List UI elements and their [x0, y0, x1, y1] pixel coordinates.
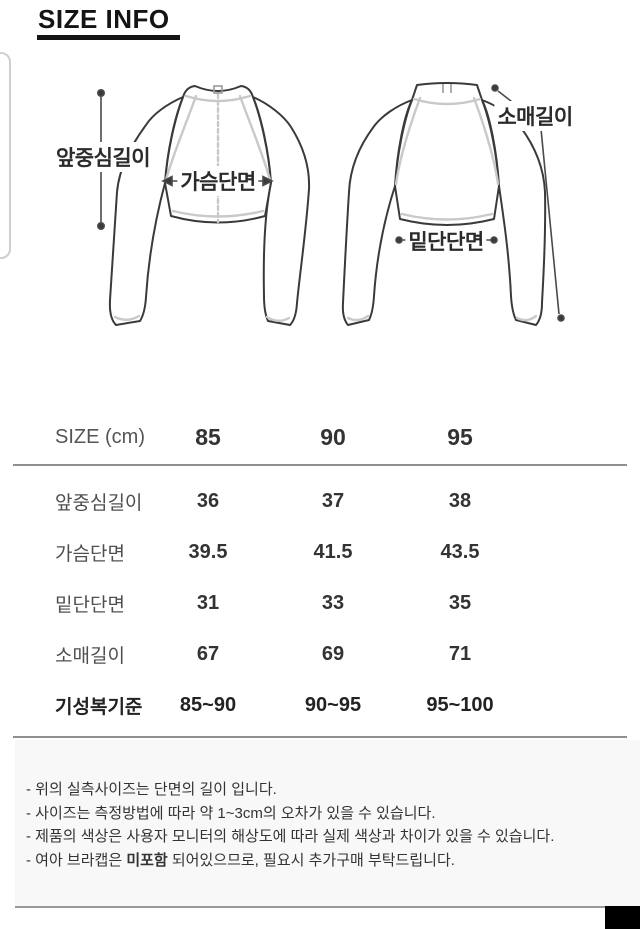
- notes-list: - 위의 실측사이즈는 단면의 길이 입니다. - 사이즈는 측정방법에 따라 …: [15, 740, 640, 872]
- chest-width-label: 가슴단면: [177, 166, 259, 196]
- row-label: 가슴단면: [55, 544, 125, 565]
- back-collar-notch: [442, 84, 452, 93]
- table-divider-top: [13, 464, 627, 466]
- front-raglan-seam-left: [164, 94, 198, 182]
- row-label: 밑단단면: [55, 595, 125, 616]
- row-value: 39.5: [188, 541, 228, 563]
- table-body: 앞중심길이 36 37 38 가슴단면 39.5 41.5 43.5 밑단단면 …: [13, 466, 627, 731]
- measure-line-sleeve: [491, 84, 565, 322]
- back-raglan-seam-left: [394, 96, 422, 186]
- row-value: 38: [448, 490, 472, 512]
- front-cuff-seam-right: [265, 315, 291, 322]
- back-cuff-seam-right: [515, 314, 538, 322]
- note-line: - 여아 브라캡은 미포함 되어있으므로, 필요시 추가구매 부탁드립니다.: [26, 849, 630, 873]
- row-value: 37: [321, 490, 345, 512]
- note-line: - 위의 실측사이즈는 단면의 길이 입니다.: [26, 781, 277, 798]
- front-right-sleeve: [252, 96, 311, 326]
- row-label: 기성복기준: [55, 697, 143, 718]
- front-center-length-label: 앞중심길이: [52, 142, 154, 172]
- row-value: 43.5: [440, 541, 480, 563]
- bottom-right-button-fragment[interactable]: [605, 906, 640, 929]
- row-value: 95~100: [426, 694, 494, 716]
- size-table: SIZE (cm) 85 90 95 앞중심길이 36 37 38 가슴단면 3…: [13, 410, 627, 738]
- row-value: 85~90: [179, 694, 237, 716]
- front-cuff-seam-left: [113, 314, 141, 321]
- table-row: 소매길이 67 69 71: [13, 629, 627, 680]
- garment-diagram: [97, 82, 565, 326]
- row-value: 41.5: [313, 541, 353, 563]
- title-underline: [37, 35, 180, 40]
- row-value: 31: [196, 592, 220, 614]
- table-row: 앞중심길이 36 37 38: [13, 476, 627, 527]
- table-divider-bottom: [13, 736, 627, 738]
- row-value: 33: [321, 592, 345, 614]
- row-label: 앞중심길이: [55, 493, 143, 514]
- row-value: 36: [196, 490, 220, 512]
- back-right-sleeve: [481, 99, 547, 326]
- page-title: SIZE INFO: [38, 4, 170, 34]
- back-collar-seam: [412, 97, 482, 106]
- row-value: 69: [321, 643, 345, 665]
- table-header-row: SIZE (cm) 85 90 95: [13, 410, 627, 464]
- table-row: 가슴단면 39.5 41.5 43.5: [13, 527, 627, 578]
- note-text: - 여아 브라캡은: [26, 851, 127, 869]
- back-raglan-seam-right: [472, 96, 500, 186]
- zipper-pull: [213, 85, 223, 94]
- back-cuff-seam-left: [346, 314, 370, 322]
- table-header-col: 95: [447, 423, 473, 450]
- row-value: 71: [448, 643, 472, 665]
- hem-width-label: 밑단단면: [405, 226, 487, 256]
- table-row: 밑단단면 31 33 35: [13, 578, 627, 629]
- front-raglan-seam-right: [238, 94, 272, 182]
- table-row-standard-size: 기성복기준 85~90 90~95 95~100: [13, 680, 627, 731]
- row-value: 90~95: [304, 694, 362, 716]
- table-header-col: 90: [320, 423, 346, 450]
- back-hem-seam: [400, 212, 494, 221]
- back-left-sleeve: [341, 99, 413, 326]
- note-line: - 제품의 색상은 사용자 모니터의 해상도에 따라 실제 색상과 차이가 있을…: [26, 828, 555, 845]
- sleeve-length-label: 소매길이: [494, 101, 576, 131]
- table-header-col: 85: [195, 423, 221, 450]
- note-text: 되어있으므로, 필요시 추가구매 부탁드립니다.: [167, 851, 455, 869]
- table-header-label: SIZE (cm): [55, 425, 145, 448]
- row-value: 35: [448, 592, 472, 614]
- notes-panel: - 위의 실측사이즈는 단면의 길이 입니다. - 사이즈는 측정방법에 따라 …: [15, 740, 640, 908]
- note-line: - 사이즈는 측정방법에 따라 약 1~3cm의 오차가 있을 수 있습니다.: [26, 804, 436, 822]
- row-label: 소매길이: [55, 646, 125, 667]
- row-value: 67: [196, 643, 220, 665]
- note-text-bold: 미포함: [126, 851, 168, 869]
